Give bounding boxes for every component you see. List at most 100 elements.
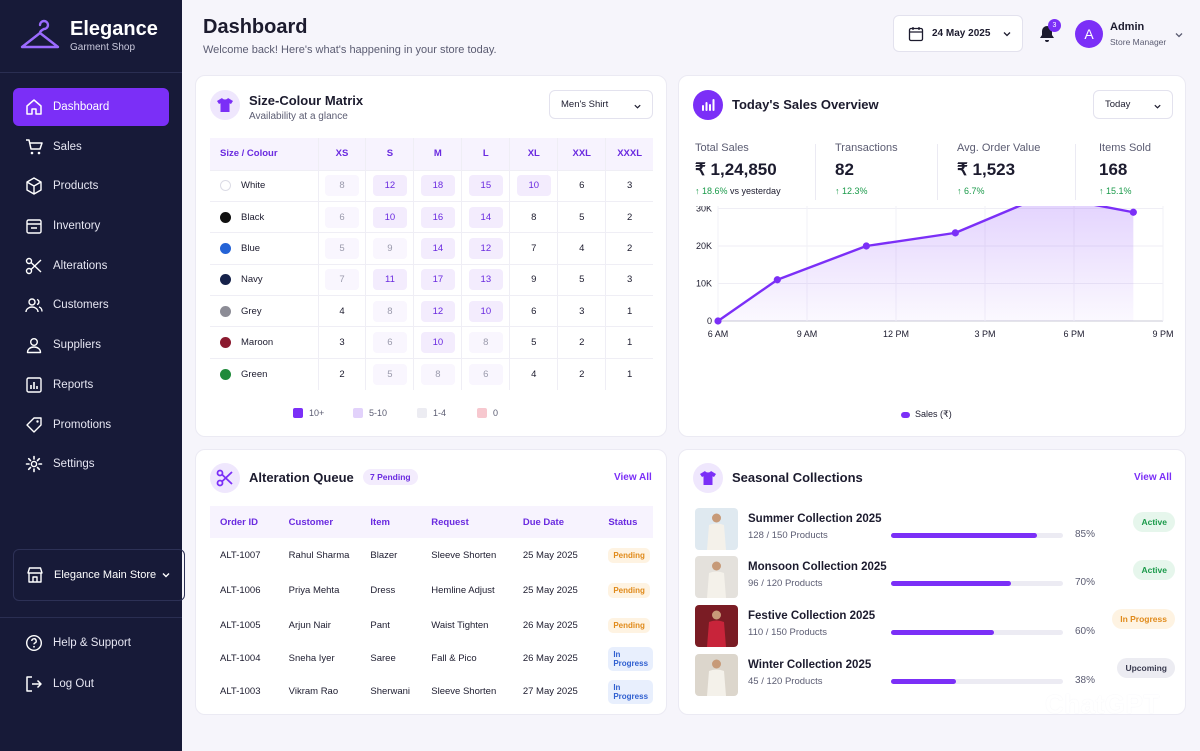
stock-value: 1: [626, 368, 633, 380]
stock-cell[interactable]: 17: [413, 263, 462, 296]
stock-value: 15: [468, 175, 503, 197]
stock-cell[interactable]: 12: [365, 169, 414, 202]
sidebar-item-suppliers[interactable]: Suppliers: [13, 326, 169, 364]
stock-cell[interactable]: 8: [317, 169, 366, 202]
user-name[interactable]: Admin: [1110, 21, 1145, 33]
stock-cell[interactable]: 14: [461, 200, 510, 233]
stock-value: 4: [339, 305, 345, 317]
matrix-row: Green 2 5 8 6 4 2 1: [210, 357, 653, 390]
stock-cell[interactable]: 2: [317, 357, 366, 390]
stock-cell[interactable]: 16: [413, 200, 462, 233]
stock-cell[interactable]: 18: [413, 169, 462, 202]
stock-cell[interactable]: 10: [461, 295, 510, 327]
pending-count-badge: 7 Pending: [363, 469, 418, 485]
stock-value: 12: [420, 300, 455, 322]
stock-value: 17: [420, 269, 455, 291]
stock-cell[interactable]: 3: [605, 169, 653, 202]
collection-progress-fill: [891, 581, 1012, 586]
stock-cell[interactable]: 6: [365, 326, 414, 359]
sidebar-item-promotions[interactable]: Promotions: [13, 406, 169, 444]
stock-cell[interactable]: 8: [509, 200, 558, 233]
sidebar-item-inventory[interactable]: Inventory: [13, 207, 169, 245]
stock-cell[interactable]: 12: [413, 295, 462, 327]
stock-cell[interactable]: 5: [509, 326, 558, 359]
sidebar-item-alterations[interactable]: Alterations: [13, 247, 169, 285]
table-row[interactable]: ALT-1006 Priya Mehta Dress Hemline Adjust 25…: [210, 572, 653, 608]
collection-item[interactable]: Monsoon Collection 2025 96 / 120 Products…: [695, 556, 1175, 598]
period-filter-select[interactable]: Today: [1093, 90, 1173, 119]
avatar[interactable]: A: [1075, 20, 1103, 48]
stock-cell[interactable]: 4: [557, 232, 606, 265]
stock-cell[interactable]: 9: [509, 263, 558, 296]
collection-item[interactable]: Festive Collection 2025 110 / 150 Product…: [695, 605, 1175, 647]
stock-cell[interactable]: 3: [557, 295, 606, 327]
stock-cell[interactable]: 5: [365, 357, 414, 390]
table-row[interactable]: ALT-1005 Arjun Nair Pant Waist Tighten 26 Ma…: [210, 608, 653, 642]
table-row[interactable]: ALT-1003 Vikram Rao Sherwani Sleeve Shorten…: [210, 675, 653, 708]
legend-item: 10+: [293, 408, 324, 418]
stock-cell[interactable]: 14: [413, 232, 462, 265]
box-icon: [26, 177, 42, 196]
help-support-link[interactable]: Help & Support: [25, 634, 131, 652]
table-row[interactable]: ALT-1007 Rahul Sharma Blazer Sleeve Shorten…: [210, 538, 653, 572]
sidebar-item-customers[interactable]: Customers: [13, 286, 169, 324]
stock-cell[interactable]: 10: [509, 169, 558, 202]
stock-cell[interactable]: 1: [605, 326, 653, 359]
stock-cell[interactable]: 6: [461, 357, 510, 390]
stock-cell[interactable]: 15: [461, 169, 510, 202]
stock-cell[interactable]: 6: [557, 169, 606, 202]
date-picker[interactable]: 24 May 2025: [893, 15, 1023, 52]
stock-cell[interactable]: 5: [557, 200, 606, 233]
sidebar-item-products[interactable]: Products: [13, 167, 169, 205]
stock-cell[interactable]: 1: [605, 295, 653, 327]
cart-icon: [26, 138, 43, 154]
stock-cell[interactable]: 7: [509, 232, 558, 265]
product-filter-value: Men's Shirt: [561, 99, 609, 110]
sidebar-item-sales[interactable]: Sales: [13, 128, 169, 166]
collection-item[interactable]: Winter Collection 2025 45 / 120 Products 3…: [695, 654, 1175, 696]
collections-view-all-link[interactable]: View All: [1134, 472, 1172, 483]
stock-cell[interactable]: 2: [557, 357, 606, 390]
stock-cell[interactable]: 10: [413, 326, 462, 359]
stock-cell[interactable]: 4: [317, 295, 366, 327]
collection-item[interactable]: Summer Collection 2025 128 / 150 Products…: [695, 508, 1175, 550]
stock-cell[interactable]: 12: [461, 232, 510, 265]
stock-cell[interactable]: 2: [605, 200, 653, 233]
stock-cell[interactable]: 5: [317, 232, 366, 265]
table-row[interactable]: ALT-1004 Sneha Iyer Saree Fall & Pico 26 May…: [210, 642, 653, 675]
logout-link[interactable]: Log Out: [25, 675, 94, 693]
stock-cell[interactable]: 5: [557, 263, 606, 296]
stock-value: 4: [531, 368, 537, 380]
stock-cell[interactable]: 3: [317, 326, 366, 359]
stock-cell[interactable]: 8: [365, 295, 414, 327]
stock-cell[interactable]: 3: [605, 263, 653, 296]
stock-cell[interactable]: 2: [557, 326, 606, 359]
sidebar-item-dashboard[interactable]: Dashboard: [13, 88, 169, 126]
brand[interactable]: Elegance Garment Shop: [18, 18, 158, 53]
stock-cell[interactable]: 13: [461, 263, 510, 296]
sidebar-item-reports[interactable]: Reports: [13, 366, 169, 404]
store-selector[interactable]: Elegance Main Store: [13, 549, 185, 601]
column-header: Customer: [278, 506, 361, 538]
stock-cell[interactable]: 7: [317, 263, 366, 296]
stock-cell[interactable]: 9: [365, 232, 414, 265]
chevron-down-icon[interactable]: [1174, 30, 1184, 40]
stock-cell[interactable]: 8: [461, 326, 510, 359]
stock-cell[interactable]: 6: [509, 295, 558, 327]
stock-cell[interactable]: 1: [605, 357, 653, 390]
stock-cell[interactable]: 4: [509, 357, 558, 390]
item-name: Dress: [370, 584, 396, 596]
scissors-icon: [25, 257, 42, 274]
stock-cell[interactable]: 8: [413, 357, 462, 390]
stock-value: 7: [531, 242, 537, 254]
product-filter-select[interactable]: Men's Shirt: [549, 90, 653, 119]
stock-cell[interactable]: 6: [317, 200, 366, 233]
stock-cell[interactable]: 10: [365, 200, 414, 233]
stock-cell[interactable]: 2: [605, 232, 653, 265]
queue-view-all-link[interactable]: View All: [614, 472, 652, 483]
sidebar-item-settings[interactable]: Settings: [13, 445, 169, 483]
collection-count: 128 / 150 Products: [748, 530, 828, 541]
size-colour-table: Size / Colour XS S M L XL XXL XXXL White…: [210, 138, 653, 390]
stock-cell[interactable]: 11: [365, 263, 414, 296]
colour-cell: Maroon: [210, 326, 318, 359]
